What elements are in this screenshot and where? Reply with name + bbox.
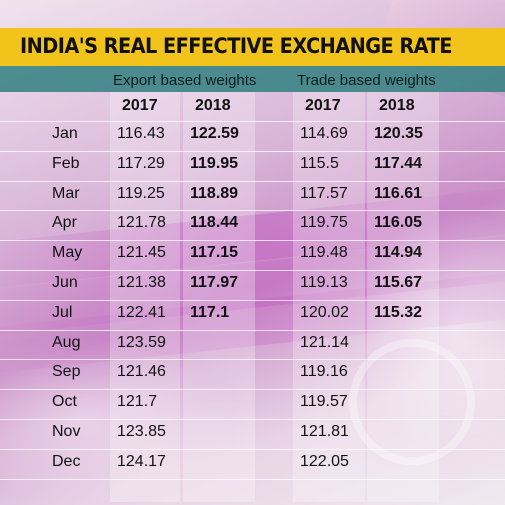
table-cell: 123.59	[117, 333, 166, 351]
row-divider	[0, 240, 505, 242]
table-cell: 122.41	[117, 303, 166, 321]
row-divider	[0, 359, 505, 361]
chart-title: INDIA'S REAL EFFECTIVE EXCHANGE RATE	[20, 34, 452, 58]
group-header: Trade based weights	[297, 72, 436, 89]
table-cell: 118.89	[190, 184, 239, 202]
table-cell: 121.7	[117, 393, 158, 411]
month-label: Jun	[52, 274, 78, 291]
month-label: Feb	[52, 154, 80, 172]
table-cell: 120.35	[374, 125, 423, 142]
row-divider	[0, 180, 505, 182]
year-header: 2018	[195, 97, 231, 114]
table-cell: 123.85	[117, 423, 166, 440]
table-cell: 117.29	[117, 154, 165, 172]
table-cell: 115.67	[374, 274, 423, 291]
month-label: Apr	[52, 214, 77, 232]
month-label: Dec	[52, 452, 81, 470]
table-cell: 114.94	[374, 244, 423, 262]
table-cell: 119.57	[300, 393, 348, 411]
month-label: Nov	[52, 423, 81, 440]
row-divider	[0, 478, 505, 480]
table-cell: 116.43	[117, 125, 165, 142]
table-cell: 118.44	[190, 214, 239, 232]
row-divider	[0, 210, 505, 212]
table-cell: 116.05	[374, 214, 423, 232]
year-header: 2018	[379, 97, 415, 114]
table-cell: 121.14	[300, 333, 349, 351]
table-grid	[0, 92, 505, 502]
row-divider	[0, 299, 505, 301]
row-divider	[0, 389, 505, 391]
column-band	[367, 92, 439, 502]
row-divider	[0, 329, 505, 331]
group-header: Export based weights	[113, 72, 257, 89]
month-label: Oct	[52, 393, 77, 411]
table-cell: 117.97	[190, 274, 239, 291]
row-divider	[0, 150, 505, 152]
table-cell: 119.75	[300, 214, 348, 232]
table-cell: 122.05	[300, 452, 349, 470]
table-cell: 114.69	[300, 125, 348, 142]
table-cell: 121.78	[117, 214, 166, 232]
year-header: 2017	[305, 97, 341, 114]
month-label: Jan	[52, 125, 78, 142]
table-cell: 116.61	[374, 184, 423, 202]
table-cell: 117.15	[190, 244, 239, 262]
row-divider	[0, 270, 505, 271]
column-band	[183, 92, 255, 502]
month-label: Aug	[52, 333, 81, 351]
table-cell: 119.48	[300, 244, 348, 262]
table-cell: 115.5	[300, 154, 339, 172]
table-cell: 121.45	[117, 244, 166, 262]
month-label: Mar	[52, 184, 80, 202]
table-cell: 120.02	[300, 303, 349, 321]
month-label: May	[52, 244, 83, 262]
table-cell: 115.32	[374, 303, 423, 321]
table-cell: 122.59	[190, 125, 239, 142]
column-band	[293, 92, 365, 502]
table-cell: 119.95	[190, 154, 239, 172]
table-cell: 119.25	[117, 184, 165, 202]
banknote-seal	[349, 339, 475, 465]
table-cell: 117.1	[190, 303, 230, 321]
table-cell: 121.38	[117, 274, 166, 291]
table-cell: 121.46	[117, 363, 166, 381]
month-label: Sep	[52, 363, 81, 381]
table-cell: 119.16	[300, 363, 348, 381]
column-band	[110, 92, 180, 502]
header-bar	[0, 66, 505, 92]
row-divider	[0, 419, 505, 420]
month-label: Jul	[52, 303, 73, 321]
row-divider	[0, 448, 505, 450]
table-cell: 124.17	[117, 452, 166, 470]
year-header: 2017	[122, 97, 158, 114]
table-cell: 117.44	[374, 154, 423, 172]
row-divider	[0, 121, 505, 122]
table-cell: 117.57	[300, 184, 348, 202]
table-cell: 119.13	[300, 274, 348, 291]
title-bar: INDIA'S REAL EFFECTIVE EXCHANGE RATE	[0, 28, 505, 66]
table-cell: 121.81	[300, 423, 349, 440]
